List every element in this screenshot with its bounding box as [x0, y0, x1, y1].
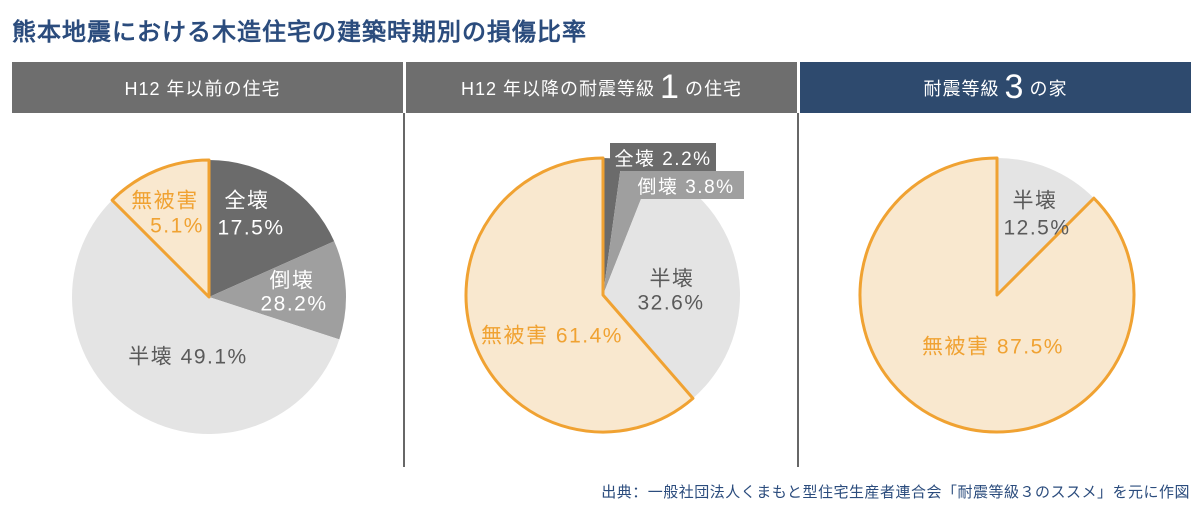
pie-slice-無被害 [464, 156, 695, 434]
panel-header-text: H12 年以前の住宅 [124, 78, 281, 99]
pie-svg [858, 156, 1136, 434]
pie-svg [71, 158, 346, 435]
slice-label-無被害: 無被害 [131, 189, 199, 213]
pie-slice-半壊 [603, 167, 740, 399]
slice-label-倒壊: 倒壊 [269, 269, 315, 293]
panel-header-grade1: H12 年以降の耐震等級 1 の住宅 [406, 62, 797, 113]
panel-header-text: の家 [1029, 78, 1068, 99]
pie-chart-grade1: 全壊 2.2% 倒壊 3.8% 半壊 32.6% 無被害 61.4% [463, 143, 744, 435]
slice-label-無被害: 無被害 87.5% [922, 335, 1064, 359]
slice-label-倒壊: 28.2% [260, 292, 328, 316]
pie-slice-全壊 [603, 158, 622, 295]
panel-divider [403, 113, 405, 467]
source-note: 出典：一般社団法人くまもと型住宅生産者連合会「耐震等級３のススメ」を元に作図 [601, 484, 1190, 501]
slice-label-半壊: 半壊 49.1% [128, 345, 248, 369]
slice-label-半壊: 半壊 [649, 267, 695, 291]
pie-slice-無被害 [110, 158, 211, 299]
panel-header-text: の住宅 [684, 78, 742, 99]
pie-slice-半壊 [997, 158, 1094, 295]
panel-header-pre-h12: H12 年以前の住宅 [12, 62, 403, 113]
pie-slice-無被害 [858, 156, 1136, 434]
pie-chart-grade3: 半壊 12.5% 無被害 87.5% [857, 155, 1137, 435]
slice-callout-label-倒壊: 倒壊 3.8% [628, 171, 744, 199]
slice-label-半壊: 半壊 [1012, 189, 1058, 213]
pie-slice-半壊 [71, 200, 340, 435]
slice-label-全壊: 全壊 [224, 189, 270, 213]
slice-label-全壊: 17.5% [217, 216, 285, 240]
page-title: 熊本地震における木造住宅の建築時期別の損傷比率 [12, 19, 587, 46]
pie-slice-全壊 [209, 160, 335, 297]
panel-header-grade3: 耐震等級 3 の家 [800, 62, 1191, 113]
slice-label-無被害: 5.1% [150, 214, 204, 238]
slice-label-半壊: 32.6% [637, 291, 705, 315]
pie-slice-倒壊 [209, 241, 346, 340]
panel-header-text: H12 年以降の耐震等級 [461, 78, 656, 99]
panel-header-big-digit: 1 [660, 67, 680, 106]
pie-svg [464, 156, 740, 434]
panel-divider [797, 113, 799, 467]
slice-label-半壊: 12.5% [1003, 216, 1071, 240]
panel-header-text: 耐震等級 [923, 78, 1000, 99]
slice-label-無被害: 無被害 61.4% [481, 324, 623, 348]
panel-header-big-digit: 3 [1004, 67, 1025, 106]
pie-chart-pre-h12: 全壊 17.5% 倒壊 28.2% 半壊 49.1% 無被害 5.1% [69, 157, 349, 437]
slice-callout-label-全壊: 全壊 2.2% [610, 143, 716, 171]
